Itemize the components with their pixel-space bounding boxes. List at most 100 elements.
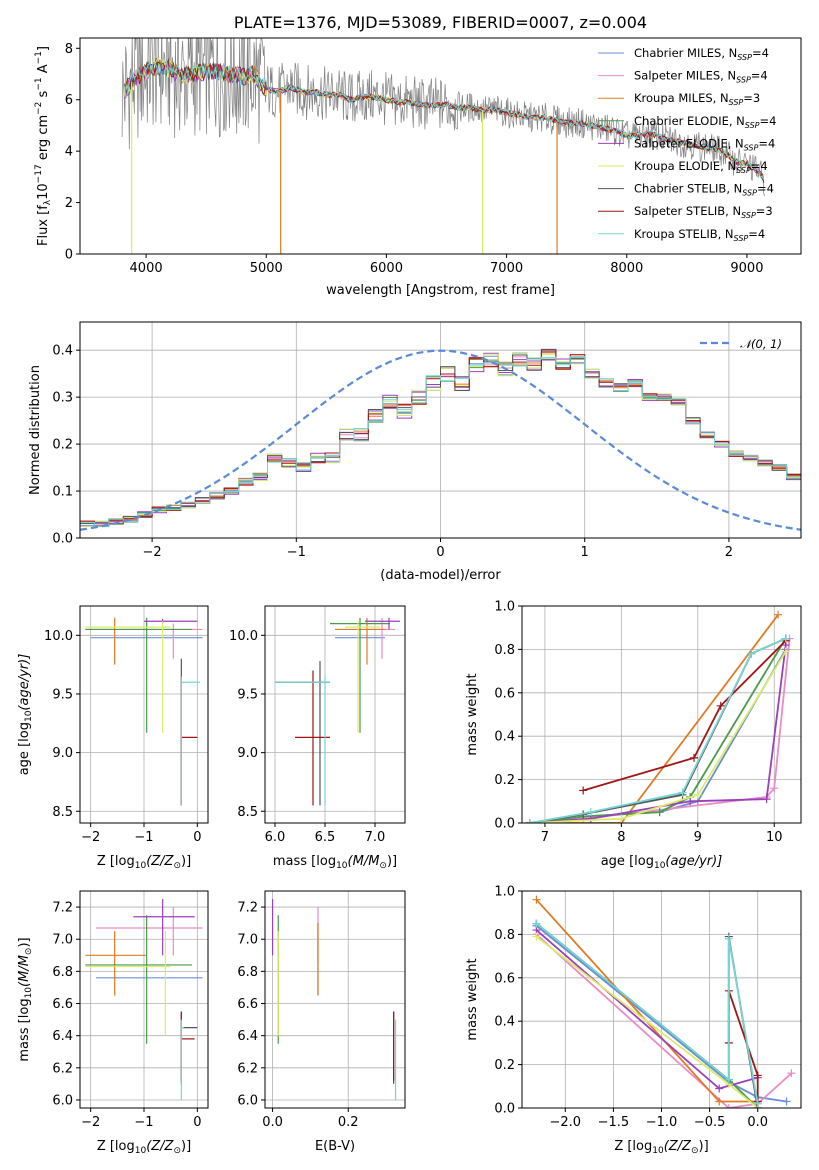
data-point (787, 1069, 796, 1078)
y-tick-label: 0.2 (52, 438, 73, 453)
y-tick-label: 8.5 (237, 805, 258, 820)
data-point (715, 1084, 724, 1093)
series-line (535, 899, 758, 1103)
y-tick-label: 7.0 (52, 933, 73, 948)
data-point (579, 786, 588, 795)
data-point (770, 784, 779, 793)
y-tick-label: 0.2 (494, 1058, 515, 1073)
x-tick-label: −1 (287, 545, 306, 560)
y-tick-label: 1.0 (494, 600, 515, 615)
y-tick-label: 0.4 (52, 344, 73, 359)
y-tick-label: 0.0 (494, 817, 515, 832)
x-tick-label: 8000 (610, 261, 643, 276)
axes-frame-cumul-age (521, 605, 802, 824)
x-tick-label: −2.0 (550, 1115, 582, 1130)
series-line (535, 922, 759, 1104)
x-tick-label: −2 (81, 830, 100, 845)
x-axis-label: wavelength [Angstrom, rest frame] (326, 283, 555, 298)
series-line (529, 651, 787, 823)
x-tick-label: 0.0 (262, 1115, 283, 1130)
x-tick-label: 10 (766, 830, 783, 845)
errorbars (275, 617, 400, 806)
y-tick-label: 6.2 (237, 1061, 258, 1076)
y-tick-label: 9.5 (237, 687, 258, 702)
legend-entry: Kroupa MILES, NSSP=3 (634, 91, 760, 107)
y-tick-label: 10.0 (229, 629, 258, 644)
axes-age-mass: 6.0 6.5 7.0 8.5 9.0 9.5 10.0 (229, 606, 405, 845)
y-axis-label: Flux [fλ10−17 erg cm−2 s−1 A−1] (34, 46, 53, 246)
x-tick-label: 6.0 (265, 830, 286, 845)
chart-title: PLATE=1376, MJD=53089, FIBERID=0007, z=0… (234, 13, 647, 32)
series-line (529, 637, 787, 823)
errorbars (85, 617, 203, 806)
x-tick-label: 6.5 (315, 830, 336, 845)
y-tick-label: 2 (65, 196, 73, 211)
x-tick-label: 0 (193, 1115, 201, 1130)
data-point (715, 1097, 724, 1106)
x-tick-label: −1.0 (646, 1115, 678, 1130)
y-tick-label: 7.2 (237, 901, 258, 916)
x-tick-label: 7 (541, 830, 549, 845)
data-point (774, 610, 783, 619)
series-line (582, 640, 787, 792)
legend-entry: Chabrier STELIB, NSSP=4 (634, 182, 774, 198)
histogram-series (80, 357, 801, 538)
legend: Chabrier MILES, NSSP=4 Salpeter MILES, NS… (598, 46, 776, 243)
data-point (747, 649, 756, 658)
data-point (655, 808, 664, 817)
y-tick-label: 0.4 (494, 730, 515, 745)
y-tick-label: 6.4 (237, 1029, 258, 1044)
x-axis-label: (data-model)/error (380, 568, 501, 583)
x-tick-label: 9000 (730, 261, 763, 276)
x-tick-label: 1 (581, 545, 589, 560)
x-tick-label: 7.0 (365, 830, 386, 845)
y-tick-label: 0.4 (494, 1015, 515, 1030)
x-tick-label: 9 (694, 830, 702, 845)
y-tick-label: 0.2 (494, 773, 515, 788)
y-tick-label: 8.5 (52, 805, 73, 820)
x-axis-label: age [log10(age/yr)] (601, 854, 723, 871)
axes-frame-age-z (79, 605, 209, 824)
y-axis-label: mass [log10(M/M⊙)] (17, 937, 34, 1061)
y-tick-label: 6.8 (52, 965, 73, 980)
y-tick-label: 0.0 (52, 532, 73, 547)
errorbars (85, 899, 203, 1100)
y-tick-label: 9.5 (52, 687, 73, 702)
axes-mass-z: −2 −1 0 6.0 6.2 6.4 6.6 6.8 7.0 7.2 (52, 891, 208, 1130)
y-tick-label: 0.6 (494, 686, 515, 701)
data-point (532, 919, 541, 928)
y-tick-label: 0.8 (494, 643, 515, 658)
histogram-series (80, 356, 801, 538)
data-point (762, 795, 771, 804)
x-tick-label: 0 (193, 830, 201, 845)
histogram-series (80, 348, 801, 538)
y-axis-label: age [log10(age/yr)] (17, 654, 34, 776)
axes-frame-residuals (79, 321, 802, 539)
x-tick-label: −0.5 (694, 1115, 726, 1130)
x-tick-label: 0 (436, 545, 444, 560)
x-tick-label: −1 (134, 1115, 153, 1130)
y-tick-label: 10.0 (44, 629, 73, 644)
axes-frame-mass-ebv (264, 890, 406, 1109)
data-point (716, 701, 725, 710)
series-line (529, 638, 787, 823)
y-tick-label: 8 (65, 42, 73, 57)
series-line (529, 638, 791, 823)
y-tick-label: 0.8 (494, 928, 515, 943)
series-line (529, 614, 779, 823)
x-tick-label: 7000 (490, 261, 523, 276)
y-tick-label: 6 (65, 93, 73, 108)
spectrum-lines (121, 38, 765, 254)
y-tick-label: 6.8 (237, 965, 258, 980)
histograms (80, 348, 801, 538)
x-axis-label: Z [log10(Z/Z⊙)] (97, 1139, 191, 1156)
y-tick-label: 6.6 (52, 997, 73, 1012)
axes-spectrum: 4000 5000 6000 7000 8000 9000 0 2 4 6 8 (65, 42, 764, 276)
y-tick-label: 1.0 (494, 885, 515, 900)
x-tick-label: 0.2 (338, 1115, 359, 1130)
axes-frame-cumul-z (521, 890, 802, 1109)
data-point (617, 814, 626, 823)
x-tick-label: −1 (134, 830, 153, 845)
y-tick-label: 0.1 (52, 485, 73, 500)
